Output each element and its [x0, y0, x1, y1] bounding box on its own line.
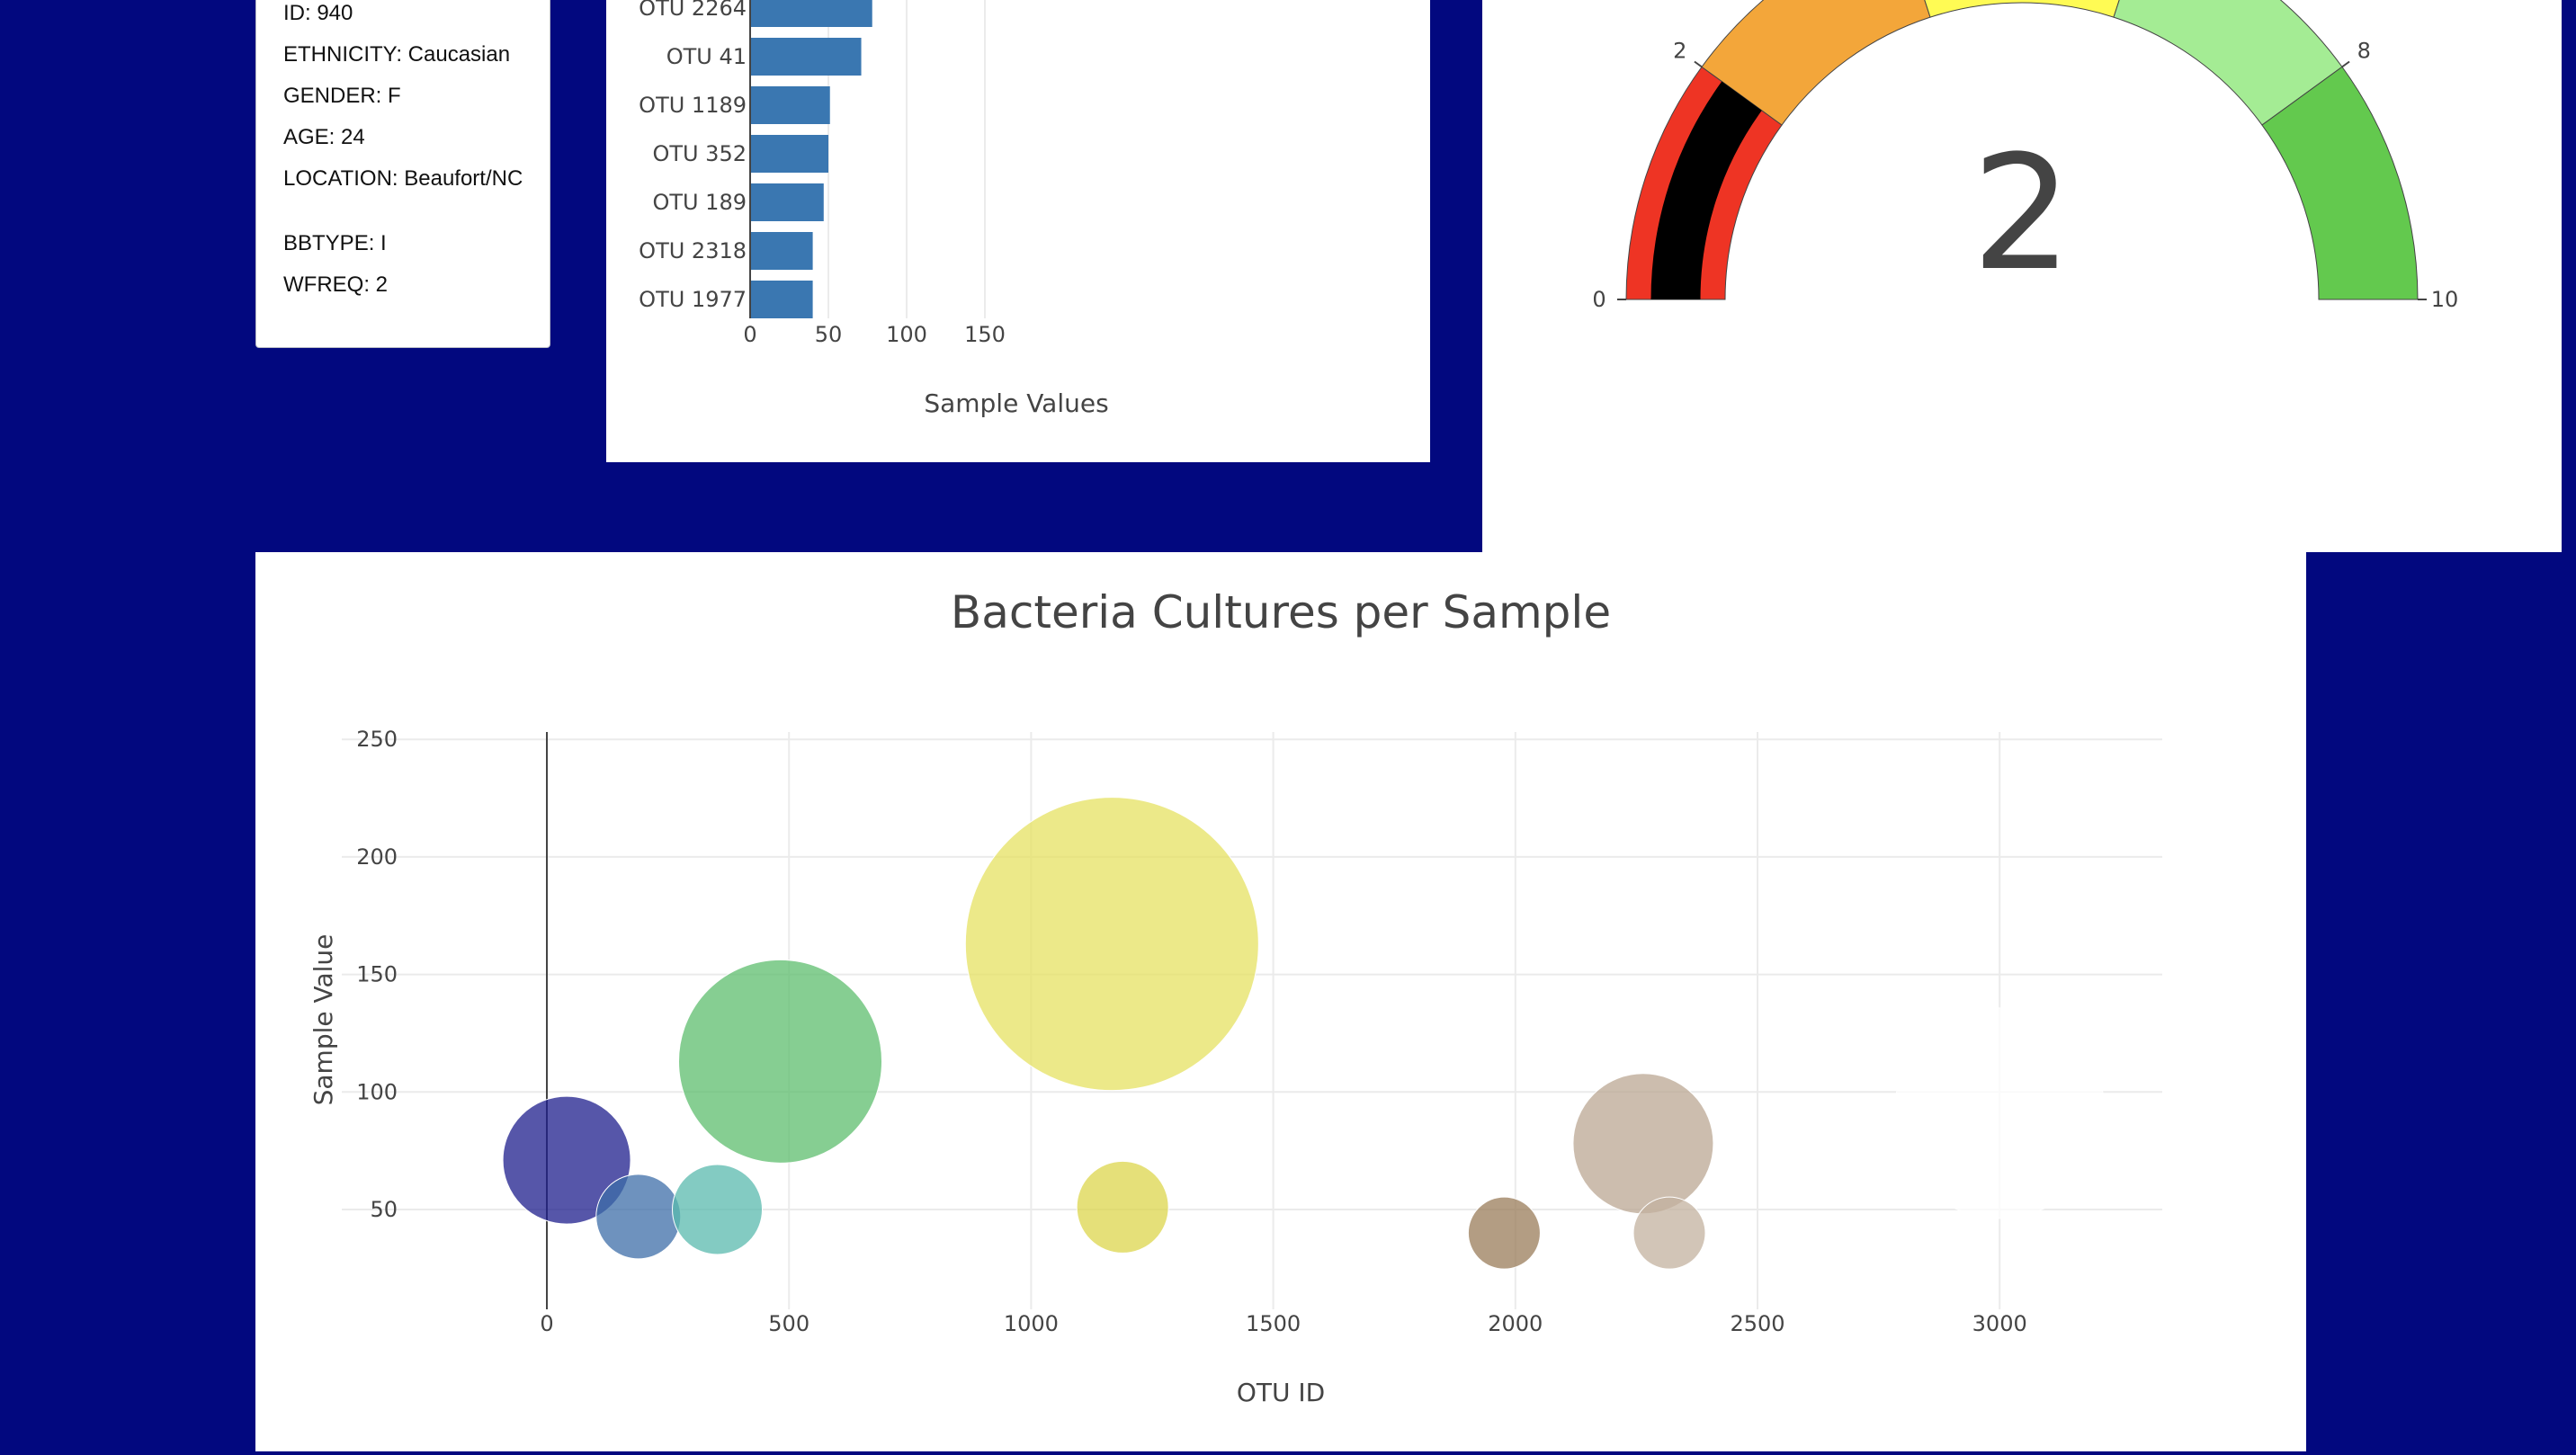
- gauge-band: [1924, 0, 2120, 18]
- bubble-point: [1893, 1007, 2106, 1219]
- bar-mark: [750, 38, 862, 76]
- bubble-point: [502, 1095, 631, 1225]
- bubble-y-tick-label: 200: [356, 844, 398, 870]
- bubble-point: [678, 959, 883, 1164]
- gauge-tick: [2341, 60, 2350, 68]
- bar-category-label: OTU 352: [652, 141, 747, 166]
- bacteria-bubble-chart: Bacteria Cultures per Sample 50 100 150 200 2…: [309, 586, 2162, 1407]
- bubble-point: [1572, 1073, 1714, 1215]
- bubble-x-tick-label: 500: [768, 1311, 809, 1336]
- metadata-bbtype: BBTYPE: I: [283, 231, 387, 255]
- gauge-tick-label: 10: [2431, 287, 2459, 312]
- gauge-band: [1701, 0, 1931, 126]
- gauge-tick: [1694, 60, 1703, 68]
- gauge-tick-label: 8: [2357, 39, 2371, 64]
- bar-mark: [750, 183, 824, 221]
- bar-mark: [750, 281, 813, 318]
- bubble-point: [672, 1164, 764, 1255]
- bubble-x-tick-label: 2000: [1488, 1311, 1543, 1336]
- metadata-location: LOCATION: Beaufort/NC: [283, 166, 523, 191]
- bacteria-bubble-chart-panel: Bacteria Cultures per Sample 50 100 150 200 2…: [255, 552, 2306, 1451]
- bubble-x-tick-label: 0: [540, 1311, 553, 1336]
- gauge-value-label: 2: [1972, 121, 2072, 306]
- bubble-y-axis-title: Sample Value: [309, 934, 338, 1106]
- gauge-tick-label: 0: [1592, 287, 1606, 312]
- bar-x-tick-label: 100: [886, 322, 927, 347]
- wash-frequency-gauge-panel: 0 2 8 10 2: [1482, 0, 2562, 552]
- top-otu-bar-chart: 0 50 100 150 OTU 2264 OTU 41 OTU 1189 OTU 352 OT…: [639, 0, 1109, 418]
- metadata-wfreq: WFREQ: 2: [283, 272, 389, 297]
- gauge-tick-label: 2: [1673, 39, 1686, 64]
- bar-category-label: OTU 2318: [639, 238, 747, 263]
- demographic-info-panel: ID: 940 ETHNICITY: Caucasian GENDER: F A…: [255, 0, 550, 348]
- bubble-point: [964, 797, 1259, 1092]
- bubble-y-tick-label: 50: [370, 1197, 398, 1222]
- bubble-y-tick-label: 250: [356, 727, 398, 752]
- bubble-point: [1467, 1196, 1541, 1270]
- demographic-info-list: ID: 940 ETHNICITY: Caucasian GENDER: F A…: [283, 1, 544, 314]
- bar-category-label: OTU 1977: [639, 287, 747, 312]
- bubble-point: [1632, 1196, 1706, 1270]
- metadata-gender: GENDER: F: [283, 84, 401, 108]
- bubble-x-axis-title: OTU ID: [1237, 1378, 1325, 1407]
- bar-category-label: OTU 41: [666, 44, 747, 69]
- metadata-age: AGE: 24: [283, 125, 365, 149]
- bubble-point: [595, 1174, 682, 1260]
- bubble-chart-title: Bacteria Cultures per Sample: [951, 586, 1611, 638]
- bubble-y-tick-label: 100: [356, 1079, 398, 1104]
- bubble-x-tick-label: 3000: [1972, 1311, 2027, 1336]
- bar-category-label: OTU 189: [652, 190, 747, 215]
- bar-x-axis-title: Sample Values: [924, 388, 1108, 418]
- wash-frequency-gauge: 0 2 8 10 2: [1592, 0, 2459, 312]
- gauge-value-bar: [1650, 81, 1762, 300]
- top-otu-bar-chart-panel: 0 50 100 150 OTU 2264 OTU 41 OTU 1189 OTU 352 OT…: [606, 0, 1430, 462]
- bar-x-tick-label: 0: [743, 322, 756, 347]
- bar-mark: [750, 135, 828, 173]
- metadata-ethnicity: ETHNICITY: Caucasian: [283, 42, 511, 67]
- bubble-y-tick-label: 150: [356, 962, 398, 987]
- bar-x-tick-label: 50: [815, 322, 843, 347]
- bar-mark: [750, 86, 830, 124]
- bubble-point: [1076, 1160, 1169, 1254]
- bubble-x-tick-label: 1000: [1004, 1311, 1059, 1336]
- bar-category-label: OTU 1189: [639, 93, 747, 118]
- bar-x-tick-label: 150: [964, 322, 1006, 347]
- bubble-x-tick-label: 2500: [1730, 1311, 1784, 1336]
- bar-mark: [750, 232, 813, 270]
- bubble-x-tick-label: 1500: [1246, 1311, 1301, 1336]
- metadata-id: ID: 940: [283, 1, 353, 25]
- bar-category-label: OTU 2264: [639, 0, 747, 21]
- bar-mark: [750, 0, 872, 27]
